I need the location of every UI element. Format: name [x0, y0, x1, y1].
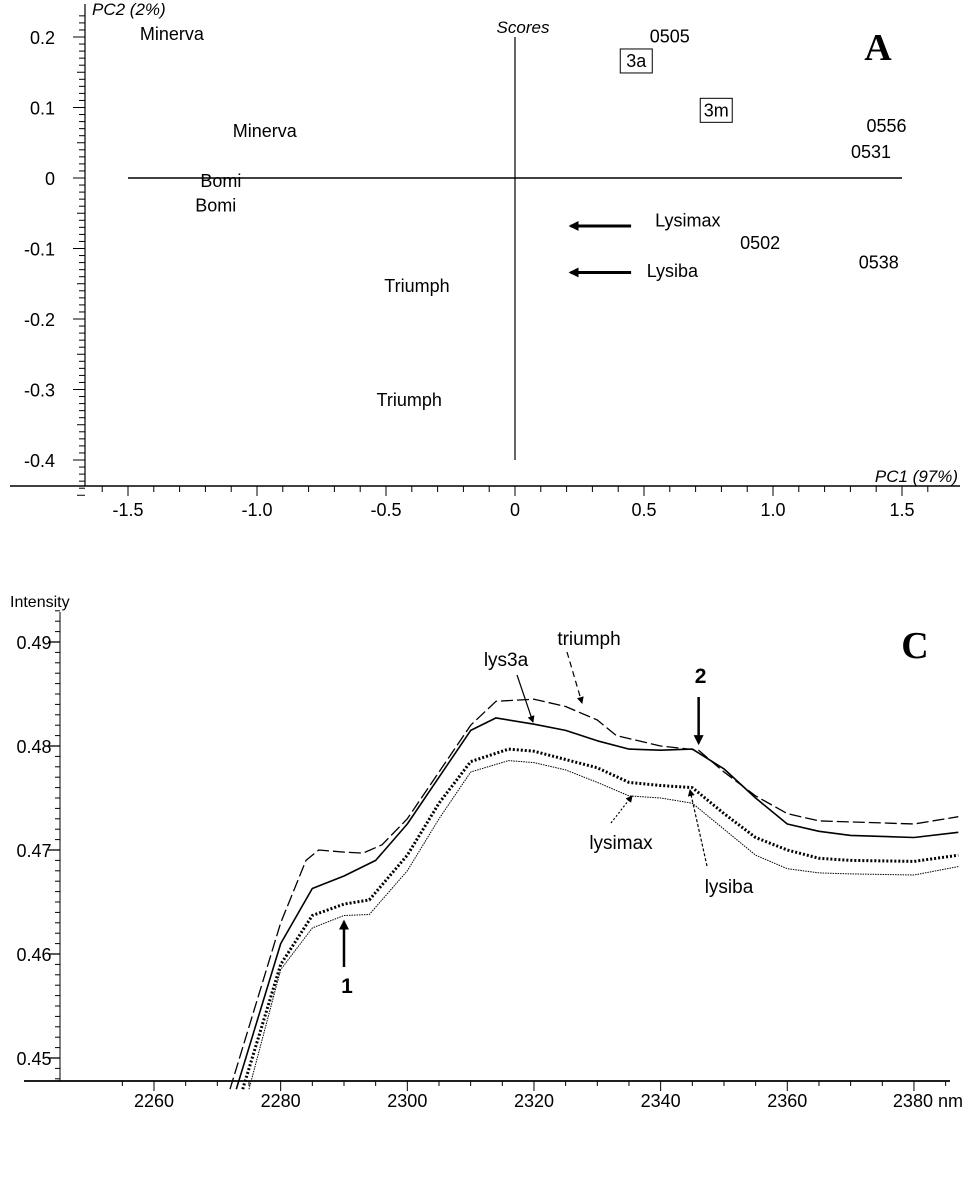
score-point-label: 0538	[859, 253, 899, 273]
y-tick-label: 0.48	[16, 737, 51, 757]
x-tick-label: 0.5	[631, 500, 656, 520]
y-tick-label: 0.2	[30, 28, 55, 48]
score-point-label: 3a	[626, 51, 647, 71]
series-label: triumph	[557, 629, 620, 650]
x-axis-title: PC1 (97%)	[875, 467, 958, 486]
y-tick-label: 0	[45, 169, 55, 189]
x-tick-label: 2380 nm	[893, 1091, 963, 1111]
series-label-pointer	[610, 795, 633, 824]
label-box	[619, 48, 653, 74]
annotation-label: 2	[695, 665, 707, 688]
score-point-label: Triumph	[377, 390, 442, 410]
x-tick-label: 2360	[767, 1091, 807, 1111]
series-line-lys3a	[235, 717, 959, 1090]
y-tick-label: -0.2	[24, 310, 55, 330]
series-label: lysimax	[589, 833, 653, 854]
series-label-pointer	[516, 674, 535, 723]
x-tick-label: -1.5	[112, 500, 143, 520]
x-tick-label: 2320	[514, 1091, 554, 1111]
x-tick-label: 2260	[134, 1091, 174, 1111]
y-tick-label: -0.1	[24, 240, 55, 260]
score-point-label: 3m	[704, 100, 729, 120]
series-label-pointer	[687, 789, 708, 867]
x-tick-label: 2280	[261, 1091, 301, 1111]
y-tick-label: 0.46	[16, 945, 51, 965]
y-axis-title: PC2 (2%)	[92, 0, 166, 19]
y-tick-label: 0.45	[16, 1049, 51, 1069]
spectra-plot-panel-c: 0.49 0.48 0.47 0.46 0.45 2260 2280 2300 2320 2340…	[10, 594, 963, 1111]
x-tick-label: -1.0	[241, 500, 272, 520]
score-point-label: Bomi	[195, 196, 236, 216]
score-point-label: 0531	[851, 142, 891, 162]
score-point-label: Bomi	[200, 171, 241, 191]
x-tick-label: 0	[510, 500, 520, 520]
series-label: lys3a	[484, 650, 529, 671]
x-tick-label: 1.0	[760, 500, 785, 520]
plot-title: Scores	[497, 18, 550, 37]
annotation-label: 1	[341, 975, 353, 998]
y-tick-label: 0.49	[16, 633, 51, 653]
y-axis-title: Intensity	[10, 594, 70, 611]
series-label-pointer	[566, 651, 584, 704]
series-line-triumph	[229, 698, 959, 1090]
x-tick-label: -0.5	[370, 500, 401, 520]
series-label: lysiba	[705, 877, 754, 898]
score-point-label: Minerva	[233, 121, 298, 141]
score-point-label: 0502	[740, 233, 780, 253]
score-point-label: 0505	[650, 26, 690, 46]
series-line-lysimax	[248, 760, 959, 1090]
y-tick-label: -0.4	[24, 451, 55, 471]
score-point-label: Triumph	[384, 276, 449, 296]
score-point-label: Minerva	[140, 24, 205, 44]
x-tick-label: 1.5	[889, 500, 914, 520]
x-tick-label: 2300	[387, 1091, 427, 1111]
score-point-label: Lysiba	[647, 261, 699, 281]
label-box	[699, 97, 733, 123]
score-point-label: 0556	[866, 116, 906, 136]
scores-plot-panel-a: 0.2 0.1 0 -0.1 -0.2 -0.3 -0.4 -1.5 -1.0 -0.5 0 0.5 1…	[10, 0, 960, 520]
y-tick-label: -0.3	[24, 381, 55, 401]
y-tick-label: 0.47	[16, 841, 51, 861]
panel-letter: A	[864, 27, 892, 69]
y-tick-label: 0.1	[30, 99, 55, 119]
x-tick-label: 2340	[641, 1091, 681, 1111]
score-point-label: Lysimax	[655, 210, 720, 230]
series-line-lysiba	[241, 747, 959, 1090]
panel-letter: C	[901, 625, 928, 667]
